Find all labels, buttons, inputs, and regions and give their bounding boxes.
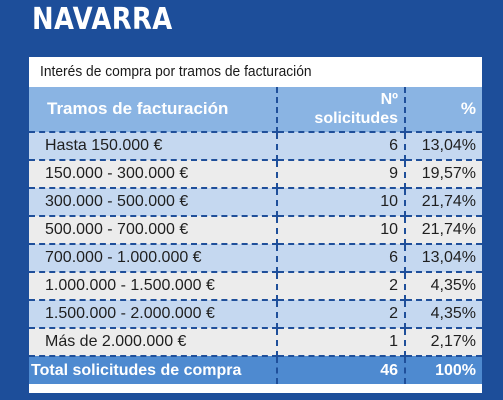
cell-tramo: 1.500.000 - 2.000.000 € xyxy=(29,300,278,329)
cell-pct: 21,74% xyxy=(405,188,482,217)
table-row: 500.000 - 700.000 € 10 21,74% xyxy=(29,216,482,245)
cell-num: 2 xyxy=(277,272,406,301)
header-pct: % xyxy=(405,87,482,133)
header-num: Nº solicitudes xyxy=(277,87,406,133)
cell-tramo: Hasta 150.000 € xyxy=(29,132,278,161)
header-num-line2: solicitudes xyxy=(314,110,398,127)
table-row: 1.500.000 - 2.000.000 € 2 4,35% xyxy=(29,300,482,329)
cell-num: 10 xyxy=(277,216,406,245)
table-row: 150.000 - 300.000 € 9 19,57% xyxy=(29,160,482,189)
cell-num: 1 xyxy=(277,328,406,357)
cell-pct: 4,35% xyxy=(405,272,482,301)
cell-tramo: 1.000.000 - 1.500.000 € xyxy=(29,272,278,301)
cell-num: 9 xyxy=(277,160,406,189)
cell-num: 6 xyxy=(277,132,406,161)
cell-tramo: 150.000 - 300.000 € xyxy=(29,160,278,189)
cell-num: 2 xyxy=(277,300,406,329)
header-tramo: Tramos de facturación xyxy=(29,87,278,133)
cell-tramo: Más de 2.000.000 € xyxy=(29,328,278,357)
data-table: Tramos de facturación Nº solicitudes % H… xyxy=(29,87,482,384)
header-num-line1: Nº xyxy=(380,91,398,108)
header-row: Tramos de facturación Nº solicitudes % xyxy=(29,87,482,133)
table-row: 300.000 - 500.000 € 10 21,74% xyxy=(29,188,482,217)
table-row: 700.000 - 1.000.000 € 6 13,04% xyxy=(29,244,482,273)
total-num: 46 xyxy=(277,356,406,384)
cell-pct: 19,57% xyxy=(405,160,482,189)
table-subtitle: Interés de compra por tramos de facturac… xyxy=(40,63,312,80)
total-row: Total solicitudes de compra 46 100% xyxy=(29,356,482,384)
total-pct: 100% xyxy=(405,356,482,384)
cell-num: 6 xyxy=(277,244,406,273)
cell-tramo: 300.000 - 500.000 € xyxy=(29,188,278,217)
total-label: Total solicitudes de compra xyxy=(29,356,278,384)
region-title: NAVARRA xyxy=(32,2,173,37)
cell-pct: 13,04% xyxy=(405,132,482,161)
table-row: 1.000.000 - 1.500.000 € 2 4,35% xyxy=(29,272,482,301)
cell-tramo: 700.000 - 1.000.000 € xyxy=(29,244,278,273)
table-row: Más de 2.000.000 € 1 2,17% xyxy=(29,328,482,357)
cell-pct: 2,17% xyxy=(405,328,482,357)
cell-pct: 13,04% xyxy=(405,244,482,273)
cell-tramo: 500.000 - 700.000 € xyxy=(29,216,278,245)
cell-num: 10 xyxy=(277,188,406,217)
data-panel: Interés de compra por tramos de facturac… xyxy=(29,57,482,393)
table-row: Hasta 150.000 € 6 13,04% xyxy=(29,132,482,161)
cell-pct: 4,35% xyxy=(405,300,482,329)
cell-pct: 21,74% xyxy=(405,216,482,245)
